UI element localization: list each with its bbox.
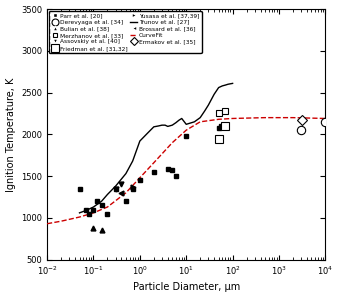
Legend: Parr et al. [20], Derevyaga et al. [34], Bulian et al. [38], Merzhanov et al. [3: Parr et al. [20], Derevyaga et al. [34],…: [49, 11, 202, 53]
Y-axis label: Ignition Temperature, K: Ignition Temperature, K: [5, 77, 16, 192]
X-axis label: Particle Diameter, μm: Particle Diameter, μm: [133, 283, 240, 292]
